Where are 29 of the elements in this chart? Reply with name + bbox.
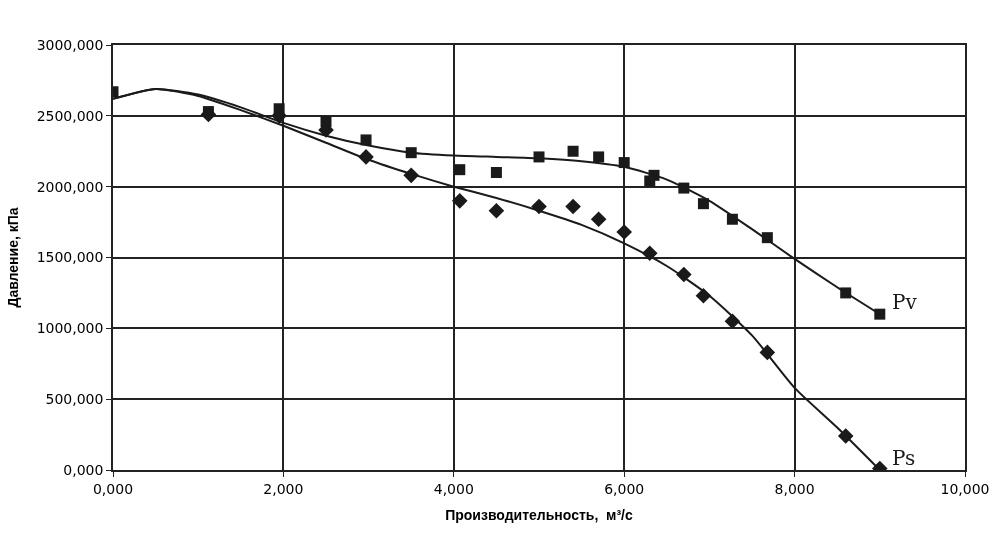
series-label: Ps [892, 446, 916, 470]
point [451, 193, 468, 209]
x-axis-title: Производительность, м³/с [445, 507, 634, 524]
y-tick-label: 3000,000 [36, 36, 104, 53]
y-axis-title: Давление, кПа [4, 207, 21, 308]
y-tick-label: 2500,000 [36, 107, 104, 124]
y-tick-label: 500,000 [45, 391, 104, 408]
y-tick-label: 1000,000 [36, 320, 104, 337]
x-tick-label: 6,000 [604, 480, 645, 497]
point [488, 202, 505, 219]
point [593, 151, 605, 163]
x-tick-label: 0,000 [92, 480, 134, 497]
point [531, 198, 547, 215]
point [616, 224, 632, 240]
point [697, 198, 709, 210]
x-tick-label: 4,000 [433, 480, 474, 497]
point [360, 134, 372, 146]
x-tick-label: 10,000 [940, 480, 990, 497]
point [454, 164, 466, 176]
point [565, 198, 581, 215]
y-tick-label: 1500,000 [36, 249, 104, 266]
point [490, 167, 502, 178]
point [590, 211, 607, 228]
y-tick-label: 2000,000 [36, 178, 104, 195]
point [567, 145, 579, 157]
x-tick-label: 2,000 [263, 480, 304, 497]
series-label: Pv [892, 290, 918, 314]
x-tick-label: 8,000 [774, 480, 815, 497]
y-tick-label: 0,000 [63, 461, 104, 478]
